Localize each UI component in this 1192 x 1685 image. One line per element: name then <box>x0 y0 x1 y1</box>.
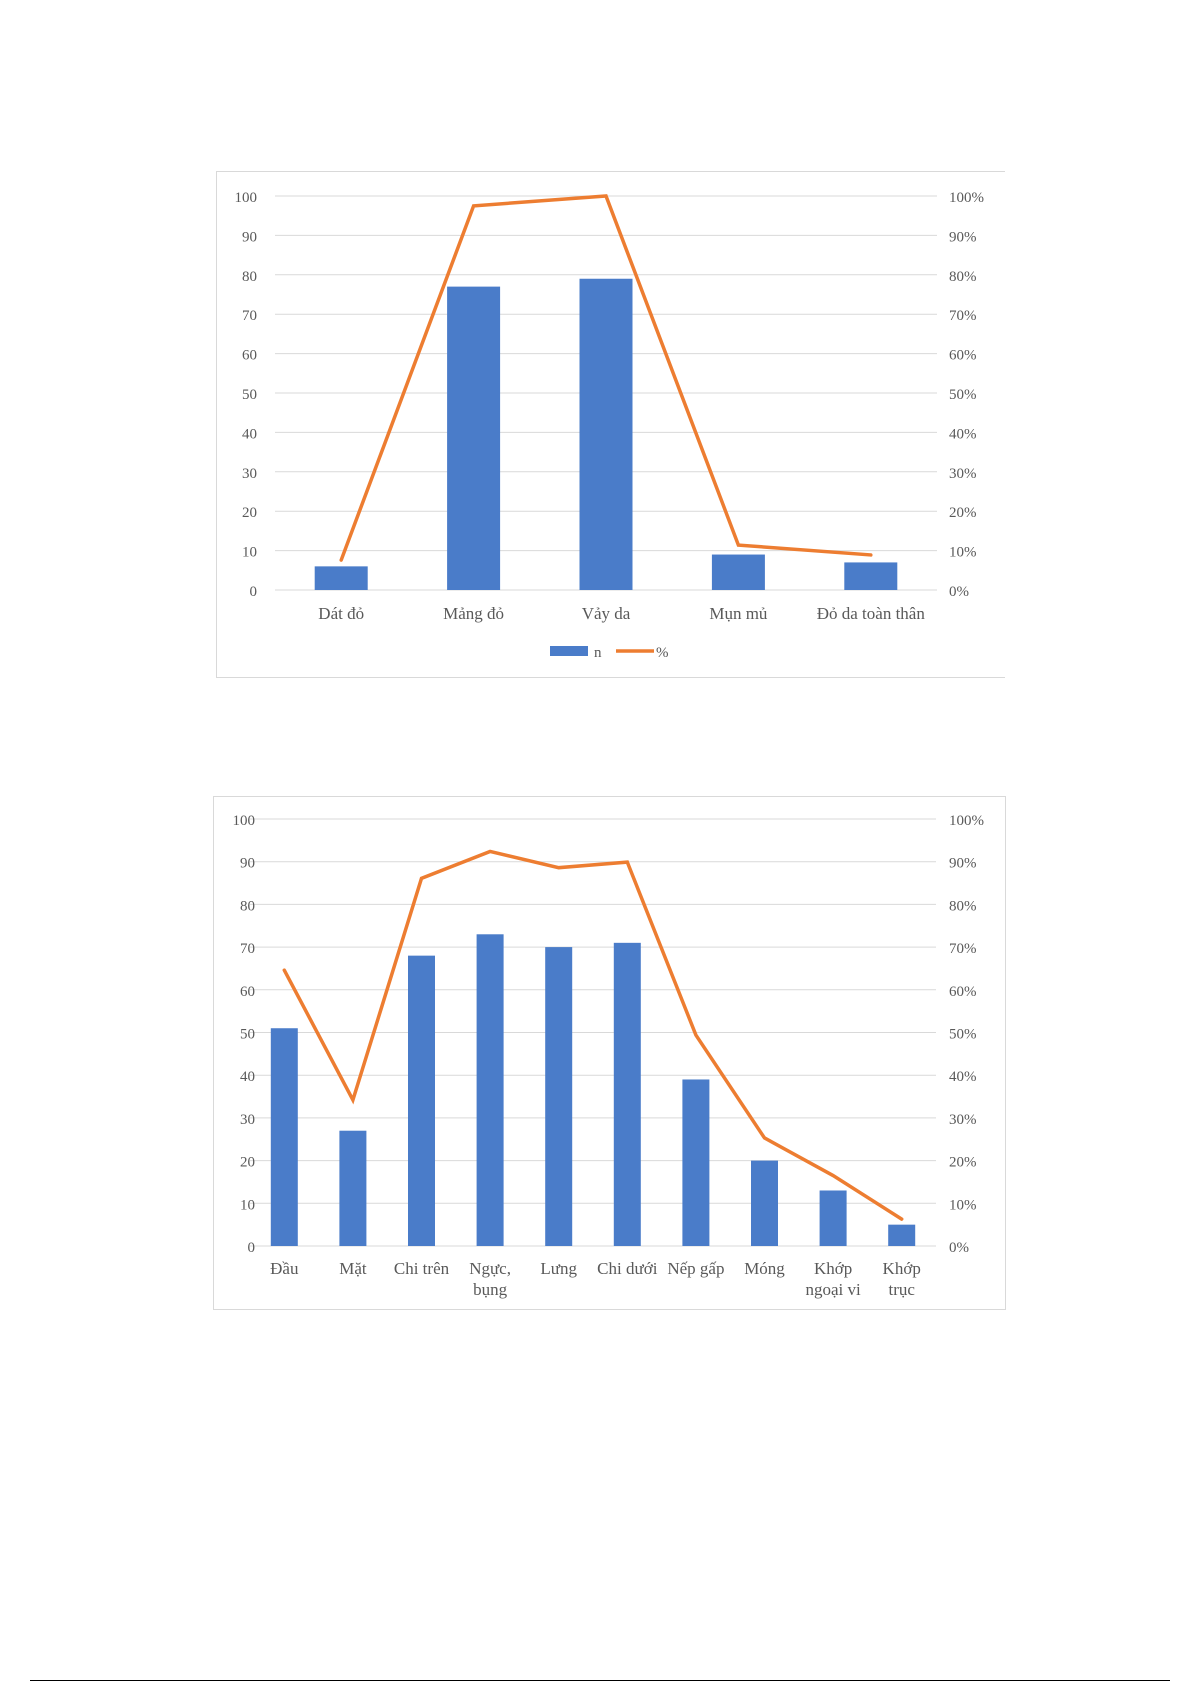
y-right-tick-label: 100% <box>949 813 984 829</box>
y-right-tick-label: 80% <box>949 269 977 285</box>
y-left-tick-label: 90 <box>240 856 255 872</box>
x-category-label: Lưng <box>540 1259 577 1278</box>
x-category-label: Ngực, bụng <box>469 1259 511 1299</box>
y-left-tick-label: 0 <box>250 584 258 600</box>
bar <box>819 1190 847 1246</box>
y-right-tick-label: 10% <box>949 1197 977 1213</box>
x-category-label: Mảng đỏ <box>443 604 504 623</box>
bar <box>339 1130 367 1246</box>
x-category-label: Chi trên <box>394 1259 450 1278</box>
y-right-tick-label: 0% <box>949 1240 969 1256</box>
y-left-tick-label: 60 <box>242 348 257 364</box>
y-left-tick-label: 0 <box>248 1240 256 1256</box>
bar <box>711 554 765 590</box>
y-left-tick-label: 60 <box>240 984 255 1000</box>
y-right-tick-label: 90% <box>949 229 977 245</box>
y-left-tick-label: 30 <box>240 1112 255 1128</box>
bar <box>579 278 633 590</box>
chart-lesion-locations-svg: 0 10 20 30 40 50 60 70 80 90 100 0% 10% 20% 30% 40% 50% 6… <box>233 813 985 1299</box>
y-right-tick-label: 40% <box>949 1069 977 1085</box>
x-category-label: Vảy da <box>582 604 631 623</box>
bar <box>447 286 501 590</box>
y-right-tick-label: 20% <box>949 1155 977 1171</box>
y-left-tick-label: 20 <box>240 1155 255 1171</box>
legend-swatch-bar <box>550 646 588 656</box>
y-left-tick-label: 30 <box>242 466 257 482</box>
legend-label-line: % <box>656 645 669 661</box>
y-right-tick-label: 60% <box>949 984 977 1000</box>
x-category-label: Chi dưới <box>597 1259 658 1278</box>
y-left-tick-label: 80 <box>242 269 257 285</box>
y-left-tick-label: 50 <box>242 387 257 403</box>
y-left-tick-label: 10 <box>240 1197 255 1213</box>
y-left-tick-label: 100 <box>235 190 258 206</box>
chart-lesion-types: 0 10 20 30 40 50 60 70 80 90 100 0% 10% 20% 30% 40% 50% 6… <box>216 171 1005 678</box>
x-category-label: Đầu <box>270 1259 299 1278</box>
bar <box>314 566 368 590</box>
y-left-tick-label: 40 <box>242 426 257 442</box>
legend-label-bar: n <box>594 645 602 661</box>
x-category-label: Khớp ngoại vi <box>805 1259 861 1299</box>
y-left-tick-label: 20 <box>242 505 257 521</box>
y-left-tick-label: 10 <box>242 545 257 561</box>
bar <box>844 562 898 590</box>
bar <box>270 1028 298 1246</box>
y-right-tick-label: 50% <box>949 1027 977 1043</box>
chart-lesion-types-svg: 0 10 20 30 40 50 60 70 80 90 100 0% 10% 20% 30% 40% 50% 6… <box>235 190 985 661</box>
y-right-tick-label: 20% <box>949 505 977 521</box>
x-category-label: Đỏ da toàn thân <box>817 604 926 623</box>
bar <box>613 942 641 1246</box>
y-right-tick-label: 10% <box>949 545 977 561</box>
y-right-tick-label: 30% <box>949 1112 977 1128</box>
bar <box>888 1224 916 1246</box>
x-category-label: Dát đỏ <box>318 604 364 623</box>
y-right-tick-label: 100% <box>949 190 984 206</box>
y-left-tick-label: 50 <box>240 1027 255 1043</box>
y-right-tick-label: 90% <box>949 856 977 872</box>
y-left-tick-label: 80 <box>240 898 255 914</box>
y-right-tick-label: 40% <box>949 426 977 442</box>
y-right-tick-label: 80% <box>949 898 977 914</box>
percent-line <box>282 849 904 1221</box>
y-left-tick-label: 70 <box>242 308 257 324</box>
page-footer-divider <box>30 1680 1170 1681</box>
bar <box>476 934 504 1246</box>
y-right-tick-label: 30% <box>949 466 977 482</box>
x-category-label: Móng <box>744 1259 785 1278</box>
chart-lesion-locations: 0 10 20 30 40 50 60 70 80 90 100 0% 10% 20% 30% 40% 50% 6… <box>213 796 1006 1310</box>
y-right-tick-label: 60% <box>949 348 977 364</box>
bar <box>545 947 573 1246</box>
y-left-tick-label: 70 <box>240 941 255 957</box>
bar <box>751 1160 778 1246</box>
y-left-tick-label: 40 <box>240 1069 255 1085</box>
bar <box>408 955 435 1246</box>
bar <box>682 1079 710 1246</box>
x-category-label: Mụn mủ <box>709 604 768 623</box>
y-right-tick-label: 50% <box>949 387 977 403</box>
y-right-tick-label: 70% <box>949 308 977 324</box>
y-left-tick-label: 90 <box>242 229 257 245</box>
y-left-tick-label: 100 <box>233 813 256 829</box>
x-category-label: Nếp gấp <box>667 1259 724 1278</box>
y-right-tick-label: 70% <box>949 941 977 957</box>
y-right-tick-label: 0% <box>949 584 969 600</box>
x-category-label: Khớp trục <box>883 1259 921 1299</box>
x-category-label: Mặt <box>339 1259 367 1278</box>
